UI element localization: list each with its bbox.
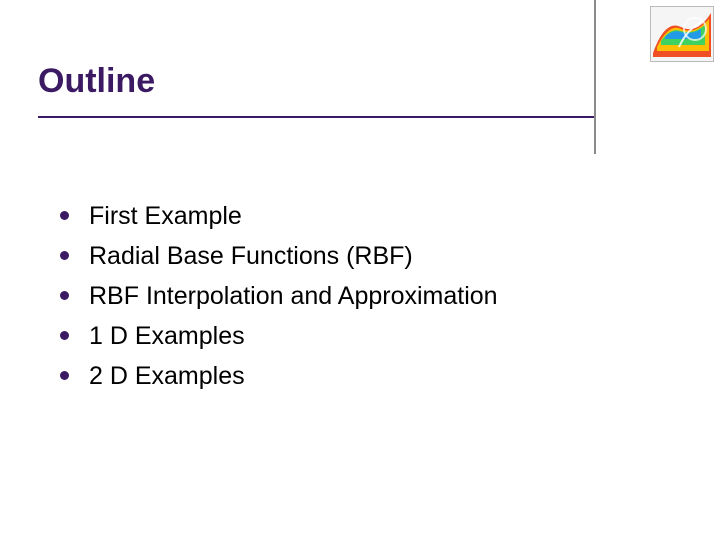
bullet-icon [60, 371, 69, 380]
list-item: First Example [60, 198, 660, 234]
list-item-text: 2 D Examples [89, 358, 245, 394]
bullet-icon [60, 211, 69, 220]
body-list: First Example Radial Base Functions (RBF)… [60, 198, 660, 398]
vertical-divider [594, 0, 596, 154]
title-underline [38, 116, 594, 118]
bullet-icon [60, 251, 69, 260]
list-item: 1 D Examples [60, 318, 660, 354]
list-item: RBF Interpolation and Approximation [60, 278, 660, 314]
slide-title: Outline [38, 62, 155, 101]
slide: Outline First Example Radial Base Functio… [0, 0, 720, 540]
list-item-text: 1 D Examples [89, 318, 245, 354]
logo-image [650, 6, 714, 62]
list-item: 2 D Examples [60, 358, 660, 394]
list-item: Radial Base Functions (RBF) [60, 238, 660, 274]
list-item-text: First Example [89, 198, 242, 234]
list-item-text: Radial Base Functions (RBF) [89, 238, 413, 274]
list-item-text: RBF Interpolation and Approximation [89, 278, 498, 314]
bullet-icon [60, 291, 69, 300]
bullet-icon [60, 331, 69, 340]
